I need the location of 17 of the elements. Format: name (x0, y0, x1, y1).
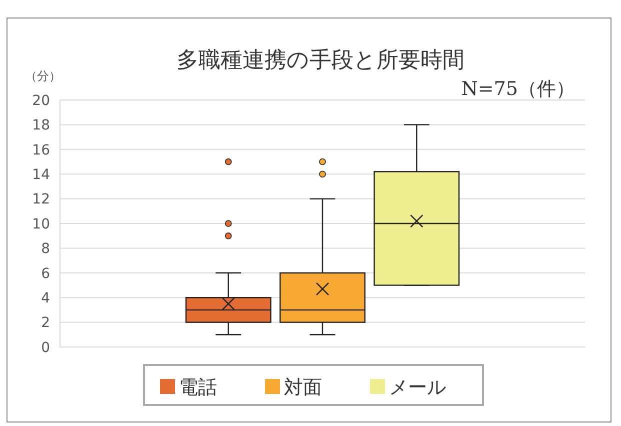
y-tick-label: 16 (32, 142, 50, 158)
annotation: N=75（件） (461, 78, 575, 100)
legend-label: 電話 (179, 376, 217, 399)
y-tick-label: 18 (32, 118, 50, 134)
y-tick-label: 20 (32, 92, 50, 109)
y-tick-label: 2 (41, 315, 50, 332)
y-tick-label: 12 (32, 192, 50, 208)
chart-title: 多職種連携の手段と所要時間 (176, 48, 464, 73)
legend-label: メール (389, 376, 446, 399)
y-tick-label: 4 (41, 290, 50, 306)
y-tick-label: 6 (41, 266, 50, 282)
y-tick-label: 10 (32, 216, 50, 232)
y-tick-label: 14 (32, 167, 50, 183)
y-tick-label: 8 (41, 241, 50, 258)
legend-label: 対面 (284, 376, 322, 399)
y-axis-title: （分） (25, 69, 61, 83)
y-tick-label: 0 (41, 340, 50, 356)
